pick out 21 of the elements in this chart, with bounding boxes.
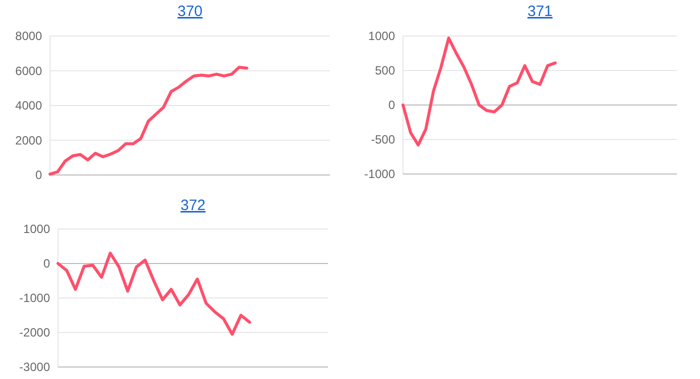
chart-title: 372 <box>180 197 206 214</box>
y-tick-label: 0 <box>35 168 42 182</box>
y-tick-label: 8000 <box>15 29 42 44</box>
y-tick-label: 1000 <box>23 222 50 236</box>
line-series <box>56 252 252 336</box>
line-series <box>48 66 248 176</box>
y-tick-label: -1000 <box>364 167 396 182</box>
y-tick-label: -3000 <box>19 360 50 374</box>
y-tick-label: 0 <box>43 256 50 271</box>
line-series <box>402 36 557 147</box>
y-tick-label: -2000 <box>19 326 50 340</box>
y-tick-label: 1000 <box>368 29 396 44</box>
y-tick-label: 4000 <box>15 98 42 113</box>
y-tick-label: 500 <box>374 64 396 78</box>
y-tick-label: -1000 <box>19 291 50 306</box>
y-tick-label: 6000 <box>15 64 42 78</box>
y-tick-label: 2000 <box>15 133 42 148</box>
chart-title: 370 <box>177 3 203 20</box>
chart-title: 371 <box>527 3 553 20</box>
y-tick-label: 0 <box>388 98 396 112</box>
y-tick-label: -500 <box>370 132 396 147</box>
